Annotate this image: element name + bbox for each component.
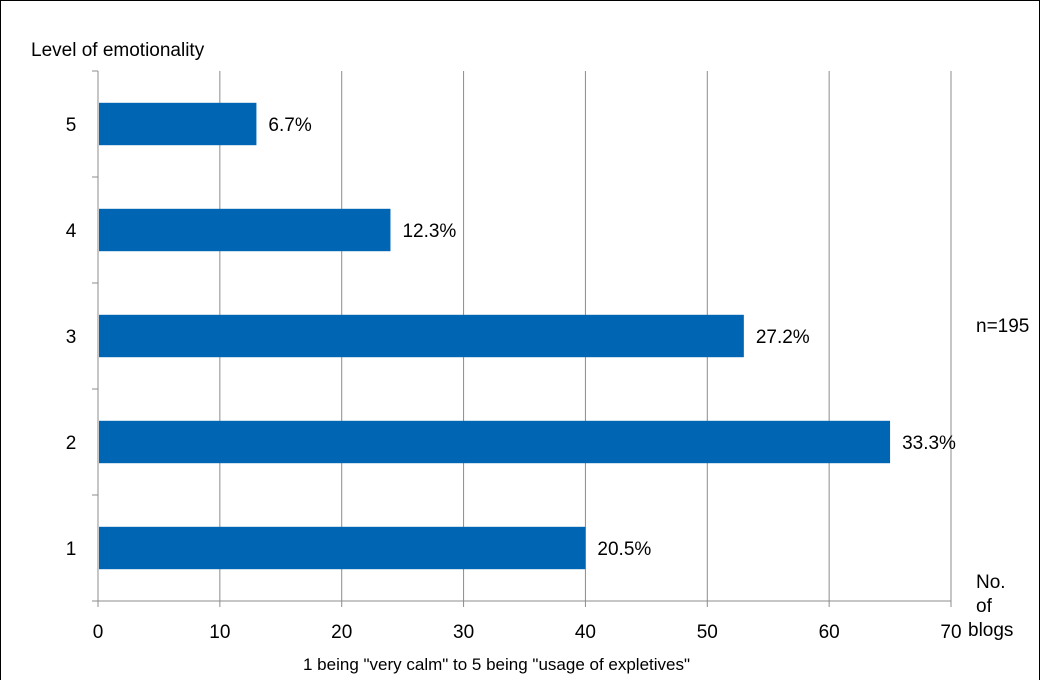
data-label: 12.3% — [402, 221, 456, 242]
data-label: 27.2% — [756, 327, 810, 348]
x-unit-label-line-1: No. — [976, 572, 1006, 593]
bar-1 — [99, 526, 586, 570]
y-category-label: 2 — [66, 433, 77, 454]
x-unit-label-line-3: blogs — [968, 620, 1013, 641]
bar-4 — [99, 208, 391, 252]
x-tick-label: 0 — [93, 622, 104, 643]
x-tick-label: 60 — [819, 622, 840, 643]
y-axis-title: Level of emotionality — [31, 40, 205, 61]
y-category-label: 1 — [66, 539, 77, 560]
y-category-label: 3 — [66, 327, 77, 348]
x-tick-label: 30 — [453, 622, 474, 643]
x-tick-label: 40 — [575, 622, 596, 643]
x-tick-label: 20 — [331, 622, 352, 643]
x-tick-label: 50 — [697, 622, 718, 643]
bar-2 — [99, 420, 891, 464]
data-label: 20.5% — [597, 539, 651, 560]
x-axis-title: 1 being "very calm" to 5 being "usage of… — [303, 655, 690, 674]
bars — [99, 102, 891, 570]
data-label: 6.7% — [268, 115, 311, 136]
bar-5 — [99, 102, 257, 146]
sample-size-annotation: n=195 — [976, 316, 1029, 337]
y-category-label: 4 — [66, 221, 77, 242]
labels: 0 10 20 30 40 50 60 70 1 20.5% 2 33.3% 3 27.2% 4 12.3% 5… — [66, 115, 962, 643]
x-tick-label: 70 — [940, 622, 961, 643]
x-tick-label: 10 — [209, 622, 230, 643]
bar-3 — [99, 314, 744, 358]
y-category-label: 5 — [66, 115, 77, 136]
axes — [92, 70, 952, 607]
data-label: 33.3% — [902, 433, 956, 454]
x-unit-label-line-2: of — [976, 596, 993, 617]
